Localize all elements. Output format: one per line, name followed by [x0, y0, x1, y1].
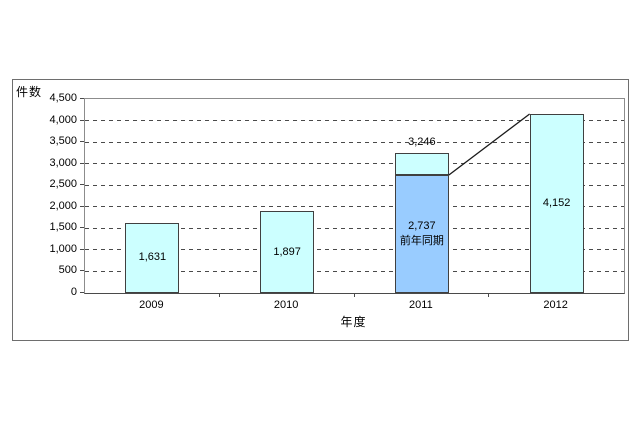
y-axis-tick [80, 162, 84, 164]
chart-frame: 件数 1,631 1,897 2,737 前年同期 3,246 4,152 0 500 1,… [12, 79, 629, 341]
y-tick-label: 1,500 [49, 221, 77, 234]
x-category-label: 2011 [409, 299, 433, 311]
x-axis-tick [218, 293, 220, 297]
y-tick-label: 3,000 [49, 156, 77, 169]
bar-segment-2011 [394, 153, 449, 175]
y-tick-label: 4,500 [49, 92, 77, 104]
bar-segment-2010 [260, 211, 315, 293]
y-axis-tick [80, 270, 84, 272]
y-axis-tick [80, 141, 84, 143]
y-tick-label: 0 [70, 286, 77, 298]
x-category-label: 2010 [273, 299, 299, 311]
x-axis-title: 年度 [340, 315, 367, 329]
y-tick-label: 1,000 [49, 242, 77, 255]
y-axis-tick [80, 98, 84, 99]
y-axis-tick [80, 227, 84, 229]
x-axis-tick [353, 293, 355, 297]
y-axis-tick [80, 119, 84, 121]
y-axis-tick [80, 205, 84, 207]
plot-area: 1,631 1,897 2,737 前年同期 3,246 4,152 [84, 98, 625, 294]
y-axis-tick [80, 292, 84, 293]
bar-total-label: 3,246 [408, 136, 436, 149]
y-axis-tick [80, 184, 84, 186]
y-tick-label: 3,500 [49, 135, 77, 148]
y-axis-title: 件数 [16, 85, 43, 99]
y-axis-tick [80, 248, 84, 250]
bar-segment-2011 [394, 175, 449, 293]
bar-segment-2009 [125, 222, 180, 293]
x-axis-tick [488, 293, 490, 297]
y-tick-label: 2,500 [49, 178, 77, 191]
y-tick-label: 2,000 [49, 199, 77, 212]
x-category-label: 2009 [139, 299, 164, 311]
x-category-label: 2012 [543, 299, 568, 311]
y-tick-label: 500 [58, 264, 77, 277]
bar-segment-2012 [529, 114, 584, 293]
y-tick-label: 4,000 [49, 113, 77, 126]
